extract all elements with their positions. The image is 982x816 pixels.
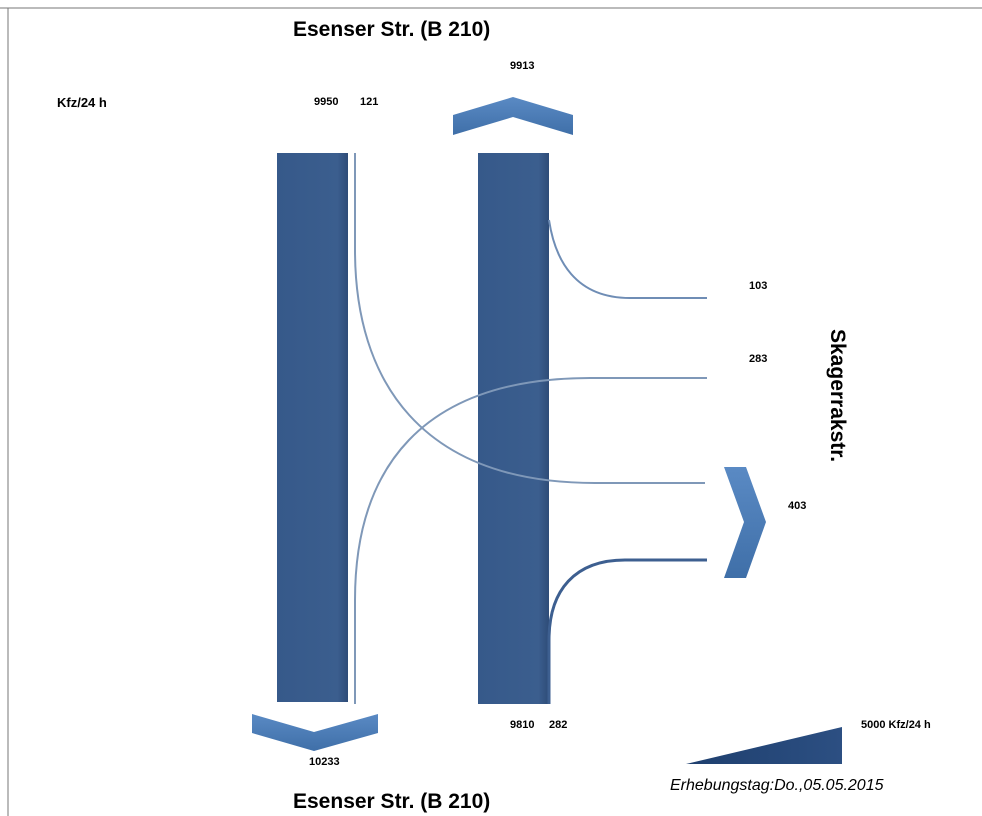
scale-legend-label: 5000 Kfz/24 h	[861, 719, 931, 731]
count-north-southbound-turn-east: 121	[360, 96, 379, 108]
flow-north-to-east	[354, 153, 705, 484]
count-north-exit-total: 9913	[510, 60, 535, 72]
south-exit-arrow	[252, 714, 378, 751]
northbound-through-band	[478, 153, 549, 704]
flow-south-to-east	[547, 558, 707, 704]
southbound-through-band	[277, 153, 348, 702]
flow-east-to-south	[354, 377, 707, 704]
scale-legend-wedge	[686, 727, 842, 764]
count-south-northbound-turn-east: 282	[549, 719, 568, 731]
east-exit-arrow	[724, 467, 766, 578]
unit-label: Kfz/24 h	[57, 95, 107, 110]
north-exit-arrow	[453, 97, 573, 135]
north-road-title: Esenser Str. (B 210)	[293, 18, 491, 41]
east-road-title: Skagerrakstr.	[826, 329, 849, 463]
count-east-to-north: 103	[749, 280, 768, 292]
turning-flow-lines	[354, 153, 707, 704]
survey-date: Erhebungstag:Do.,05.05.2015	[670, 777, 884, 794]
count-east-exit-total: 403	[788, 500, 807, 512]
count-south-northbound-through: 9810	[510, 719, 535, 731]
count-east-to-south: 283	[749, 353, 768, 365]
count-north-southbound-through: 9950	[314, 96, 339, 108]
south-road-title: Esenser Str. (B 210)	[293, 790, 491, 813]
flow-east-to-north	[548, 219, 707, 299]
count-south-exit-total: 10233	[309, 756, 340, 768]
